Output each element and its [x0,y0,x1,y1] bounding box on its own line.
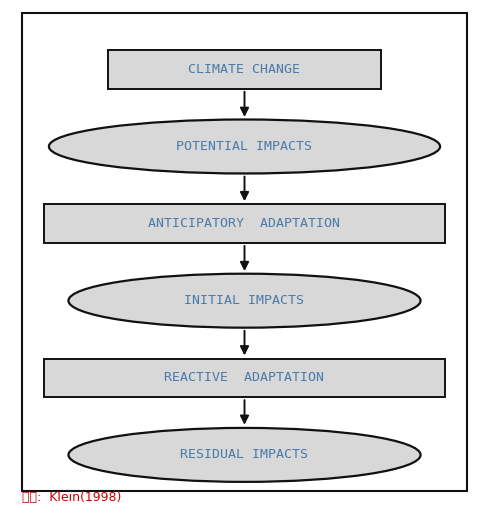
Ellipse shape [68,428,420,482]
Text: 자료:  Klein(1998): 자료: Klein(1998) [22,491,121,504]
Text: REACTIVE  ADAPTATION: REACTIVE ADAPTATION [164,371,324,384]
Text: ANTICIPATORY  ADAPTATION: ANTICIPATORY ADAPTATION [148,217,340,230]
Ellipse shape [49,119,439,174]
FancyBboxPatch shape [22,13,466,491]
Text: INITIAL IMPACTS: INITIAL IMPACTS [184,294,304,307]
Ellipse shape [68,273,420,328]
Text: RESIDUAL IMPACTS: RESIDUAL IMPACTS [180,448,308,462]
FancyBboxPatch shape [44,359,444,397]
Text: POTENTIAL IMPACTS: POTENTIAL IMPACTS [176,140,312,153]
FancyBboxPatch shape [107,50,381,88]
FancyBboxPatch shape [44,205,444,243]
Text: CLIMATE CHANGE: CLIMATE CHANGE [188,63,300,76]
